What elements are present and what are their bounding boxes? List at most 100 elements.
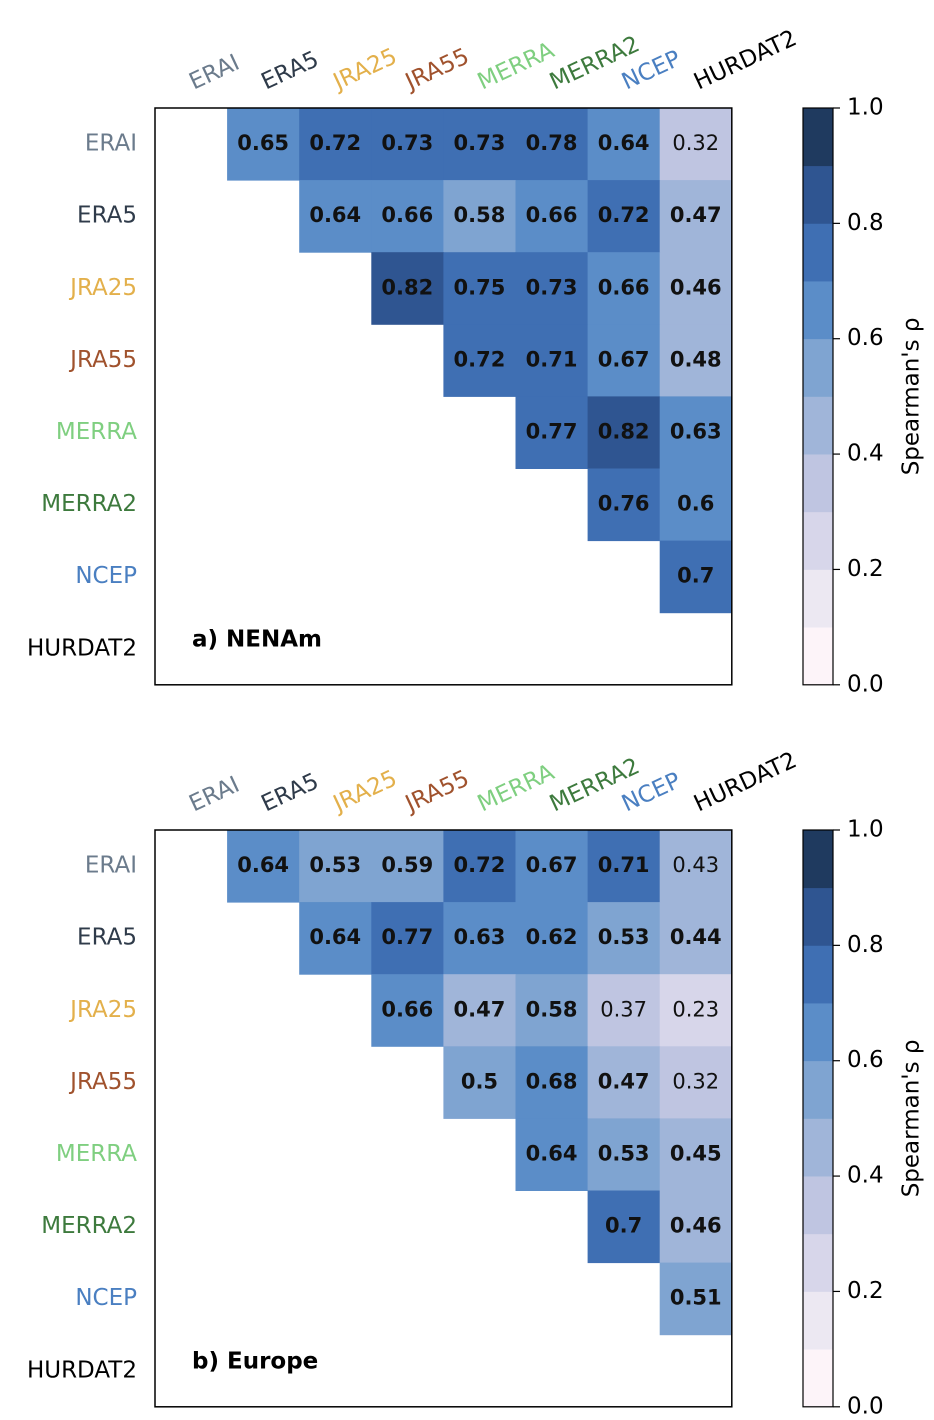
heatmap-cell [371,902,444,975]
cell-value-label: 0.6 [677,492,714,516]
heatmap-cell [587,180,661,253]
plot-frame [154,829,733,1408]
heatmap-cell [371,252,444,325]
y-tick-label: ERA5 [77,925,137,951]
y-tick-label: ERAI [85,853,137,879]
y-tick-label: JRA25 [68,997,137,1023]
cell-value-label: 0.64 [237,853,289,877]
y-tick-label: NCEP [75,563,137,589]
cell-value-label: 0.71 [598,853,650,877]
x-tick-label: ERA5 [257,768,322,817]
cell-value-label: 0.73 [454,131,506,155]
heatmap-cell [443,252,516,325]
cell-value-label: 0.78 [526,131,578,155]
heatmap-cell [443,830,516,903]
heatmap-cell [443,324,516,397]
heatmap-cell [443,108,516,181]
heatmap-cell [227,108,300,181]
cell-value-label: 0.66 [381,203,433,227]
heatmap-cell [443,902,516,975]
cell-value-label: 0.63 [454,925,506,949]
x-tick-label: MERRA [474,759,559,817]
colorbar-segment [803,569,833,628]
heatmap-cell [299,830,372,903]
cell-value-label: 0.58 [454,203,506,227]
cell-value-label: 0.64 [598,131,650,155]
colorbar-segment [803,1118,833,1177]
cell-value-label: 0.64 [309,203,361,227]
heatmap-cell [587,902,661,975]
heatmap-cell [515,252,589,325]
colorbar-segment [803,945,833,1004]
heatmap-cell [587,252,661,325]
cell-value-label: 0.67 [598,347,650,371]
colorbar-frame [802,829,834,1408]
cell-value-label: 0.48 [670,347,722,371]
cell-value-label: 0.76 [598,492,650,516]
colorbar-frame [802,107,834,686]
heatmap-cell [515,902,589,975]
y-tick-label: MERRA2 [41,1213,137,1239]
x-tick-label: JRA25 [328,44,401,97]
colorbar-tick-label: 0.6 [847,325,884,351]
x-tick-label: ERAI [185,50,243,96]
cell-value-label: 0.7 [605,1214,642,1238]
colorbar-tick-label: 0.8 [847,932,884,958]
heatmap-cell [515,1046,589,1119]
cell-value-label: 0.82 [381,275,433,299]
colorbar-tick-label: 0.4 [847,441,884,467]
cell-value-label: 0.68 [526,1069,578,1093]
colorbar-segment [803,223,833,282]
colorbar-segment [803,1003,833,1062]
colorbar-segment [803,281,833,340]
x-tick-label: HURDAT2 [690,25,801,95]
cell-value-label: 0.71 [526,347,578,371]
y-tick-label: JRA25 [68,275,137,301]
y-tick-label: JRA55 [68,347,137,373]
cell-value-label: 0.44 [670,925,722,949]
colorbar-tick-label: 0.0 [847,671,884,697]
heatmap-cell [299,108,372,181]
x-tick-label: HURDAT2 [690,747,801,817]
heatmap-cell [659,252,733,325]
x-tick-label: ERA5 [257,46,322,95]
heatmap-cell [659,324,733,397]
heatmap-cell [659,1262,733,1336]
cell-value-label: 0.66 [598,275,650,299]
cell-value-label: 0.59 [381,853,433,877]
heatmap-cell [659,1118,733,1191]
x-tick-label: JRA55 [400,44,473,97]
heatmap-cell [443,1046,516,1119]
cell-value-label: 0.47 [670,203,722,227]
heatmap-cell [659,902,733,975]
colorbar-segment [803,1060,833,1119]
y-tick-label: MERRA [56,419,137,445]
colorbar-segment [803,338,833,397]
heatmap-cell [227,830,300,903]
heatmap-cell [587,1046,661,1119]
heatmap-cell [659,540,733,614]
cell-value-label: 0.72 [598,203,650,227]
cell-value-label: 0.58 [526,997,578,1021]
panel-title: b) Europe [192,1349,318,1375]
y-tick-label: MERRA2 [41,491,137,517]
heatmap-cell [371,108,444,181]
colorbar-segment [803,454,833,513]
cell-value-label: 0.32 [672,131,719,155]
cell-value-label: 0.73 [526,275,578,299]
cell-value-label: 0.77 [381,925,433,949]
heatmap-cell [515,1118,589,1191]
heatmap-cell [371,974,444,1047]
plot-frame [154,107,733,686]
y-tick-label: ERAI [85,131,137,157]
x-tick-label: JRA25 [328,766,401,819]
cell-value-label: 0.45 [670,1141,722,1165]
cell-value-label: 0.53 [598,1141,650,1165]
heatmap-cell [515,974,589,1047]
colorbar-segment [803,627,833,686]
colorbar-tick-label: 0.6 [847,1047,884,1073]
heatmap-cell [515,830,589,903]
colorbar-tick-label: 1.0 [847,817,884,843]
heatmap-cell [443,974,516,1047]
